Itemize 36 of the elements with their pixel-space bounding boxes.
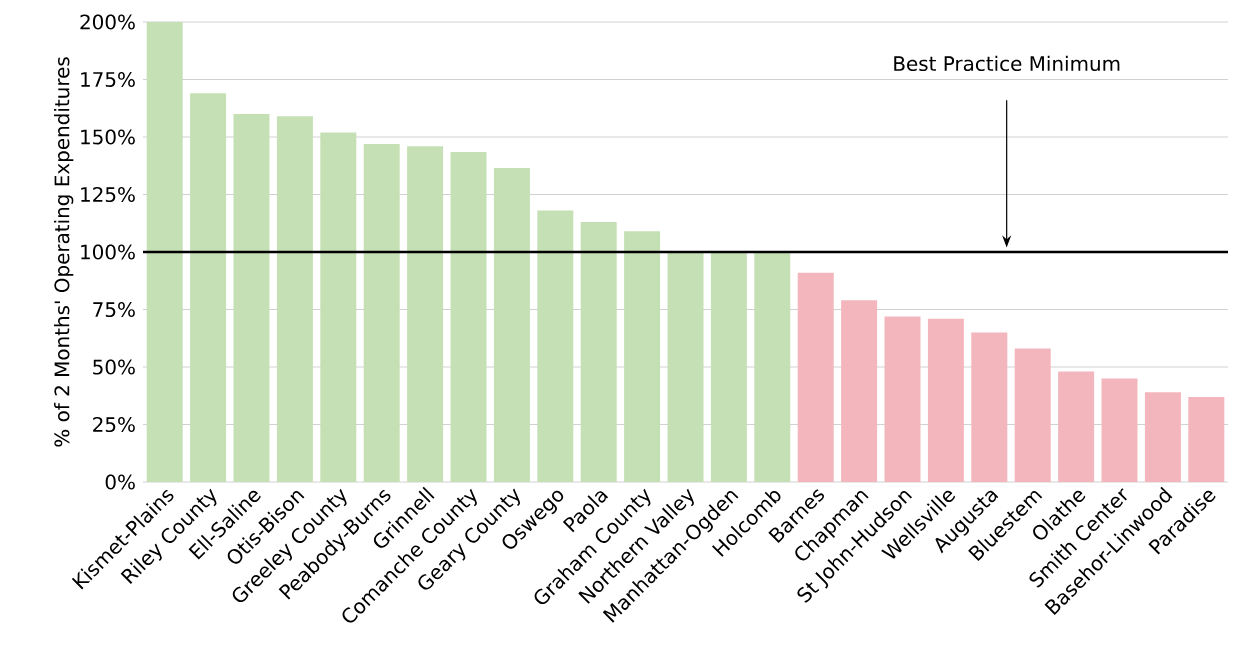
bar (797, 272, 834, 482)
y-tick-label: 200% (80, 14, 135, 30)
y-axis-title: % of 2 Months' Operating Expenditures (54, 57, 74, 447)
bar (537, 210, 574, 482)
ref-line-label: Best Practice Minimum (894, 55, 1120, 72)
y-tick-label: 125% (81, 186, 135, 203)
bar (1144, 392, 1181, 482)
bar (927, 318, 964, 482)
bar (580, 222, 617, 482)
bar (710, 252, 747, 482)
bar (754, 252, 791, 482)
bar (407, 146, 444, 482)
bar (233, 113, 270, 482)
y-tick-label: 150% (81, 129, 135, 145)
bar (841, 300, 878, 482)
y-tick-label: 175% (81, 71, 135, 88)
bar (624, 231, 661, 482)
bar (146, 21, 183, 482)
bar (884, 316, 921, 482)
bar (667, 252, 704, 482)
bar (276, 116, 313, 482)
bar (971, 332, 1008, 482)
bar (320, 132, 357, 482)
bar (1188, 396, 1225, 482)
bar (1014, 348, 1051, 482)
bar (1101, 378, 1138, 482)
y-tick-label: 0% (105, 474, 135, 490)
y-tick-label: 100% (81, 244, 135, 260)
bar (363, 143, 400, 482)
bar (450, 151, 487, 482)
y-tick-label: 75% (93, 301, 135, 318)
bar (190, 93, 227, 482)
bar (1058, 371, 1095, 482)
bar (493, 168, 530, 482)
y-tick-label: 50% (93, 359, 135, 375)
y-tick-label: 25% (93, 416, 135, 433)
